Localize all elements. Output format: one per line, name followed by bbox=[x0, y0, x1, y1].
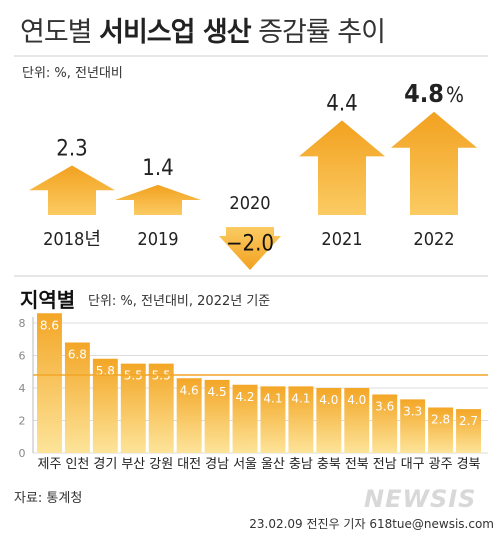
region-label: 강원 bbox=[149, 457, 173, 472]
region-bar bbox=[64, 342, 90, 453]
year-arrow-0 bbox=[29, 165, 115, 215]
region-bar bbox=[204, 379, 230, 453]
region-value-label: 3.3 bbox=[403, 404, 422, 418]
unit-percent-label: % bbox=[446, 83, 464, 107]
region-value-label: 4.0 bbox=[347, 393, 366, 407]
region-label: 대구 bbox=[401, 457, 425, 472]
year-value-label: −2.0 bbox=[226, 232, 274, 257]
section-title-regional: 지역별 bbox=[20, 288, 76, 312]
credit-line: 23.02.09 전진우 기자 618tue@newsis.com bbox=[249, 517, 494, 531]
y-tick-label: 4 bbox=[19, 382, 26, 395]
region-label: 대전 bbox=[177, 457, 201, 472]
region-value-label: 3.6 bbox=[375, 400, 394, 414]
region-bar bbox=[316, 388, 342, 453]
region-bar bbox=[37, 313, 62, 453]
unit-note-top: 단위: %, 전년대비 bbox=[22, 66, 123, 81]
region-label: 서울 bbox=[233, 457, 257, 472]
y-tick-label: 0 bbox=[19, 447, 26, 460]
region-label: 전남 bbox=[373, 457, 397, 472]
yearly-chart: 2.3 2018년 1.4 2019 −2.0 2020 4.4 2021 4.8% 2022 bbox=[29, 79, 477, 270]
year-arrow-4 bbox=[391, 111, 477, 215]
year-label: 2019 bbox=[137, 229, 178, 250]
region-label: 울산 bbox=[261, 457, 285, 472]
region-label: 인천 bbox=[65, 457, 89, 472]
region-bar bbox=[456, 409, 481, 453]
region-bar bbox=[260, 386, 286, 453]
region-bar bbox=[288, 386, 314, 453]
region-label: 제주 bbox=[38, 457, 62, 472]
region-bar bbox=[428, 407, 454, 453]
region-label: 경북 bbox=[457, 457, 481, 472]
region-label: 광주 bbox=[429, 457, 453, 472]
year-value-label: 1.4 bbox=[142, 156, 173, 181]
year-arrow-2 bbox=[219, 227, 281, 270]
region-label: 충북 bbox=[317, 457, 341, 472]
unit-note-bottom: 단위: %, 전년대비, 2022년 기준 bbox=[88, 294, 271, 309]
y-tick-label: 6 bbox=[19, 350, 26, 363]
region-value-label: 2.8 bbox=[431, 413, 450, 427]
region-value-label: 4.1 bbox=[291, 391, 310, 405]
y-tick-label: 8 bbox=[19, 317, 26, 330]
region-bar bbox=[232, 384, 258, 453]
year-arrow-3 bbox=[299, 120, 385, 215]
region-bar bbox=[400, 399, 426, 453]
source-note: 자료: 통계청 bbox=[14, 491, 83, 506]
year-arrow-1 bbox=[115, 184, 201, 215]
region-value-label: 2.7 bbox=[459, 414, 478, 428]
national-reference-label: 전국 +4.8% bbox=[413, 355, 483, 370]
year-label: 2022 bbox=[413, 229, 454, 250]
year-value-label: 4.4 bbox=[326, 91, 357, 116]
region-label: 충남 bbox=[289, 457, 313, 472]
region-label: 경기 bbox=[93, 457, 117, 472]
year-label: 2020 bbox=[229, 193, 270, 214]
region-value-label: 4.2 bbox=[235, 390, 254, 404]
region-bar bbox=[176, 378, 202, 453]
region-label: 부산 bbox=[121, 457, 145, 472]
year-label: 2021 bbox=[321, 229, 362, 250]
region-value-label: 6.8 bbox=[68, 348, 87, 362]
region-label: 전북 bbox=[345, 457, 369, 472]
page-title: 연도별 서비스업 생산 증감률 추이 bbox=[20, 17, 386, 48]
region-bar bbox=[344, 388, 370, 453]
region-value-label: 4.1 bbox=[263, 391, 282, 405]
region-bar bbox=[120, 363, 146, 453]
year-label: 2018년 bbox=[43, 229, 101, 250]
region-value-label: 4.6 bbox=[180, 383, 199, 397]
year-value-label: 4.8% bbox=[404, 79, 464, 108]
region-value-label: 4.5 bbox=[208, 385, 227, 399]
region-bar bbox=[148, 363, 174, 453]
region-value-label: 4.0 bbox=[319, 393, 338, 407]
region-value-label: 8.6 bbox=[40, 318, 59, 332]
year-value-label: 2.3 bbox=[56, 137, 87, 162]
y-tick-label: 2 bbox=[19, 415, 26, 428]
region-label: 경남 bbox=[205, 457, 229, 472]
region-bar bbox=[372, 394, 398, 453]
watermark-logo: NEWSIS bbox=[364, 485, 477, 513]
